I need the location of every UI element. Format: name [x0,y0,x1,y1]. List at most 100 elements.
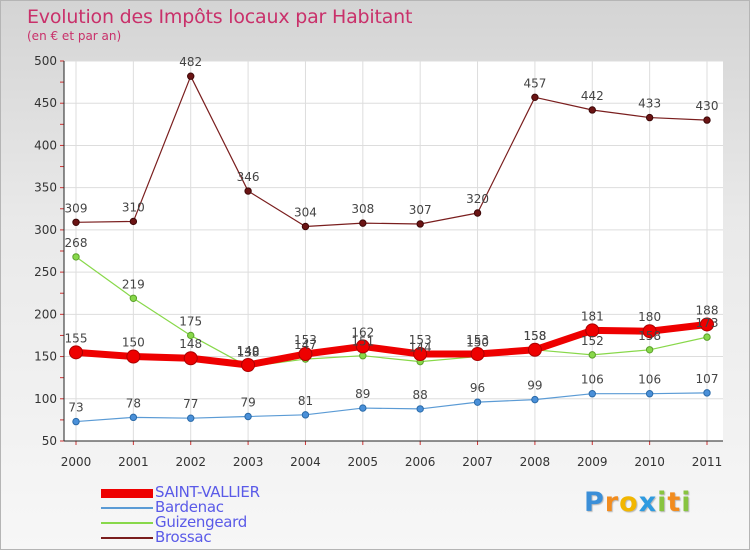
data-point-brossac [72,218,80,226]
data-point-brossac [473,209,482,217]
data-point-saint-vallier [183,351,198,366]
data-label-bardenac: 78 [126,396,141,410]
data-point-saint-vallier [69,345,83,360]
y-tick-label: 300 [34,223,57,237]
grid-layer [64,60,723,442]
data-point-guizengeard [703,333,711,341]
data-point-bardenac [187,414,195,422]
series-line-guizengeard [75,256,708,368]
data-point-bardenac [72,417,80,426]
x-tick-label: 2009 [577,455,608,469]
series-layer [69,72,714,426]
data-label-saint-vallier: 148 [179,337,202,351]
y-tick-label: 150 [34,350,57,364]
data-label-bardenac: 81 [298,394,313,408]
data-label-saint-vallier: 153 [466,333,489,347]
data-point-brossac [703,116,711,124]
data-label-bardenac: 107 [696,372,719,386]
data-point-brossac [301,222,310,231]
data-label-guizengeard: 144 [409,341,432,355]
data-point-brossac [359,219,367,227]
data-label-bardenac: 99 [527,379,542,393]
data-label-guizengeard: 138 [237,346,260,360]
data-point-saint-vallier [527,342,542,357]
data-label-saint-vallier: 140 [237,344,260,358]
data-point-bardenac [359,404,367,412]
y-tick-label: 50 [42,434,57,448]
data-label-saint-vallier: 162 [351,325,374,339]
data-point-brossac [244,187,252,195]
y-tick-label: 450 [34,96,57,110]
data-label-brossac: 304 [294,206,317,220]
data-label-guizengeard: 152 [581,334,604,348]
data-point-saint-vallier [355,339,370,354]
data-point-guizengeard [359,352,367,360]
data-point-saint-vallier [642,324,657,339]
y-tick-label: 250 [34,265,57,279]
legend-swatch-guizengeard [101,522,153,524]
data-label-bardenac: 77 [183,397,198,411]
data-point-bardenac [244,412,252,421]
data-label-bardenac: 106 [581,373,604,387]
data-label-saint-vallier: 155 [65,331,88,345]
x-tick-label: 2000 [61,455,92,469]
data-point-bardenac [703,389,711,397]
data-label-saint-vallier: 150 [122,336,145,350]
legend-swatch-bardenac [101,507,153,509]
data-label-guizengeard: 219 [122,277,145,291]
data-label-guizengeard: 175 [179,314,202,328]
data-point-saint-vallier [700,317,714,332]
chart-subtitle: (en € et par an) [27,29,122,43]
series-line-bardenac [75,392,708,423]
data-point-bardenac [301,411,310,419]
data-label-saint-vallier: 153 [294,333,317,347]
data-label-bardenac: 96 [470,381,485,395]
data-label-brossac: 346 [237,170,260,184]
logo-letter: i [681,487,692,518]
x-tick-label: 2004 [290,455,321,469]
data-point-saint-vallier [241,358,256,372]
data-label-saint-vallier: 181 [581,309,604,323]
data-point-guizengeard [588,351,596,359]
data-label-brossac: 442 [581,89,604,103]
logo-letter: o [619,487,639,518]
data-label-guizengeard: 151 [351,335,374,349]
label-layer: 73 78 77 79 81 89 88 96 99 106 106 1072682191751381… [65,55,719,414]
x-tick-label: 2005 [348,455,379,469]
data-point-saint-vallier [298,347,313,362]
data-point-guizengeard [129,294,138,302]
logo-letter: r [604,487,620,518]
data-point-brossac [187,72,195,80]
y-tick-label: 200 [34,307,57,321]
data-point-bardenac [416,405,424,413]
x-tick-label: 2002 [175,455,206,469]
legend-label-brossac: Brossac [155,528,212,546]
y-tick-label: 500 [34,54,57,68]
plot-area [64,61,723,441]
data-label-brossac: 309 [65,201,88,215]
series-line-brossac [75,75,708,228]
axis-layer: 50 100 150 200 250 300 350 400 450 500 2000 2001 200… [34,54,723,469]
data-label-bardenac: 73 [68,401,83,415]
data-label-bardenac: 89 [355,387,370,401]
data-label-guizengeard: 268 [65,236,88,250]
logo-letter: i [657,487,668,518]
x-tick-label: 2001 [118,455,149,469]
data-point-brossac [645,113,654,122]
data-point-bardenac [588,390,596,398]
x-tick-label: 2008 [520,455,551,469]
data-label-guizengeard: 173 [696,316,719,330]
data-label-bardenac: 106 [638,373,661,387]
data-label-saint-vallier: 158 [523,329,546,343]
y-tick-label: 400 [34,138,57,152]
x-tick-label: 2011 [692,455,723,469]
logo-letter: t [667,487,682,518]
series-line-saint-vallier [75,320,708,369]
data-label-saint-vallier: 180 [638,310,661,324]
data-point-guizengeard [72,253,80,261]
data-point-saint-vallier [585,323,600,338]
data-label-brossac: 433 [638,97,661,111]
data-point-saint-vallier [470,347,485,362]
